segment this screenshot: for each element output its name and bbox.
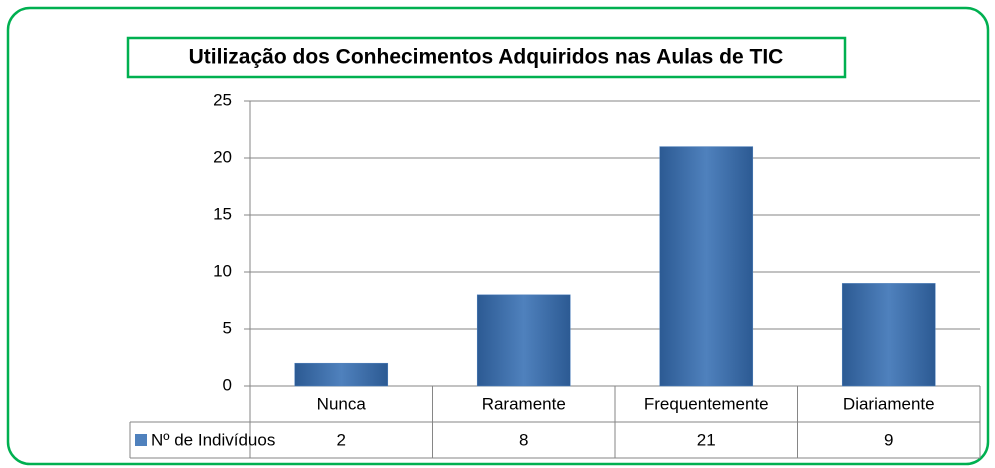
y-tick-label: 15 xyxy=(213,204,232,223)
y-tick-label: 20 xyxy=(213,147,232,166)
x-tick-label: Frequentemente xyxy=(644,394,769,413)
chart-title: Utilização dos Conhecimentos Adquiridos … xyxy=(189,46,784,69)
bar xyxy=(841,283,936,387)
table-value: 2 xyxy=(337,430,346,449)
y-tick-label: 10 xyxy=(213,261,232,280)
legend-label: Nº de Indivíduos xyxy=(151,430,275,449)
y-tick-label: 0 xyxy=(223,375,232,394)
title-box xyxy=(126,36,847,79)
bar xyxy=(659,146,754,387)
x-tick-label: Diariamente xyxy=(843,394,935,413)
y-tick-label: 5 xyxy=(223,318,232,337)
legend-swatch xyxy=(135,434,147,446)
table-value: 9 xyxy=(884,430,893,449)
table-value: 21 xyxy=(697,430,716,449)
x-tick-label: Raramente xyxy=(482,394,566,413)
bar xyxy=(476,294,571,387)
table-value: 8 xyxy=(519,430,528,449)
x-tick-label: Nunca xyxy=(317,394,367,413)
bar xyxy=(294,362,389,387)
y-tick-label: 25 xyxy=(213,90,232,109)
